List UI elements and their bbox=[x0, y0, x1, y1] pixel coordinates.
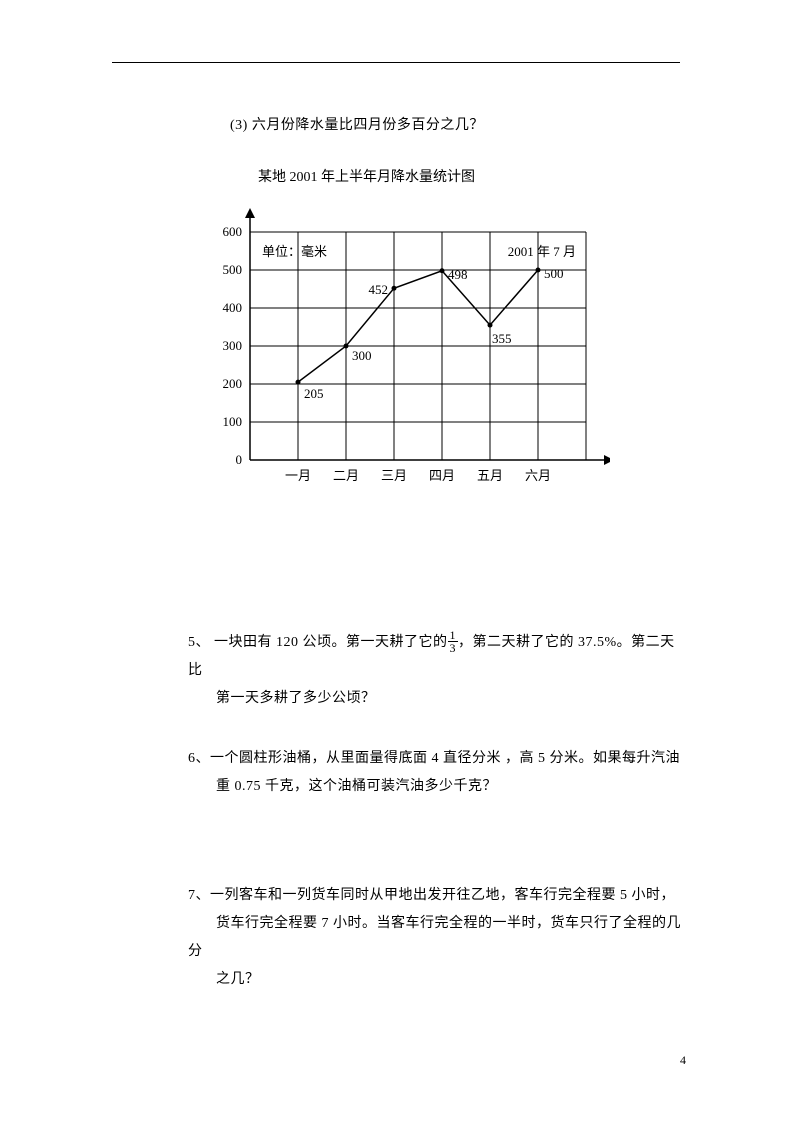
problem-5: 5、 一块田有 120 公顷。第一天耕了它的13，第二天耕了它的 37.5%。第… bbox=[188, 629, 688, 713]
page: (3) 六月份降水量比四月份多百分之几？ 某地 2001 年上半年月降水量统计图… bbox=[0, 0, 794, 1123]
fraction-one-third: 13 bbox=[448, 629, 459, 654]
svg-text:100: 100 bbox=[223, 414, 243, 429]
chart-title: 某地 2001 年上半年月降水量统计图 bbox=[258, 166, 475, 186]
svg-text:五月: 五月 bbox=[477, 468, 503, 483]
svg-text:六月: 六月 bbox=[525, 468, 551, 483]
svg-text:500: 500 bbox=[223, 262, 243, 277]
svg-text:三月: 三月 bbox=[381, 468, 407, 483]
svg-text:200: 200 bbox=[223, 376, 243, 391]
problem-7-line-2: 货车行完全程要 7 小时。当客车行完全程的一半时，货车只行了全程的几分 bbox=[188, 916, 681, 959]
problem-7: 7、一列客车和一列货车同时从甲地出发开往乙地，客车行完全程要 5 小时， 货车行… bbox=[188, 882, 688, 994]
svg-text:355: 355 bbox=[492, 331, 512, 346]
svg-text:二月: 二月 bbox=[333, 468, 359, 483]
fraction-denominator: 3 bbox=[448, 642, 459, 654]
chart-svg: 0 100 200 300 400 500 600 一月 二月 三月 四月 五月 六月 单位：毫米 2001… bbox=[200, 190, 610, 500]
svg-text:205: 205 bbox=[304, 386, 324, 401]
svg-text:498: 498 bbox=[448, 267, 468, 282]
svg-text:0: 0 bbox=[236, 452, 243, 467]
svg-text:300: 300 bbox=[223, 338, 243, 353]
problem-5-part-c: 第一天多耕了多少公顷？ bbox=[216, 691, 376, 706]
svg-text:300: 300 bbox=[352, 348, 372, 363]
svg-text:单位：毫米: 单位：毫米 bbox=[262, 244, 327, 259]
problem-5-part-a: 5、 一块田有 120 公顷。第一天耕了它的 bbox=[188, 635, 448, 650]
problem-7-line-1: 7、一列客车和一列货车同时从甲地出发开往乙地，客车行完全程要 5 小时， bbox=[188, 888, 675, 903]
page-number: 4 bbox=[680, 1053, 686, 1068]
problem-6: 6、一个圆柱形油桶，从里面量得底面 4 直径分米 ，高 5 分米。如果每升汽油 … bbox=[188, 745, 688, 801]
svg-text:500: 500 bbox=[544, 266, 564, 281]
svg-text:400: 400 bbox=[223, 300, 243, 315]
header-rule bbox=[112, 62, 680, 63]
svg-text:一月: 一月 bbox=[285, 468, 311, 483]
svg-text:600: 600 bbox=[223, 224, 243, 239]
svg-text:452: 452 bbox=[369, 282, 389, 297]
problem-7-line-3: 之几？ bbox=[216, 972, 260, 987]
precipitation-chart: 0 100 200 300 400 500 600 一月 二月 三月 四月 五月 六月 单位：毫米 2001… bbox=[200, 190, 610, 500]
question-3-text: (3) 六月份降水量比四月份多百分之几？ bbox=[230, 114, 484, 134]
svg-text:2001 年 7 月: 2001 年 7 月 bbox=[508, 244, 576, 259]
problem-6-line-2: 重 0.75 千克，这个油桶可装汽油多少千克？ bbox=[216, 779, 497, 794]
svg-text:四月: 四月 bbox=[429, 468, 455, 483]
problem-6-line-1: 6、一个圆柱形油桶，从里面量得底面 4 直径分米 ，高 5 分米。如果每升汽油 bbox=[188, 751, 680, 766]
